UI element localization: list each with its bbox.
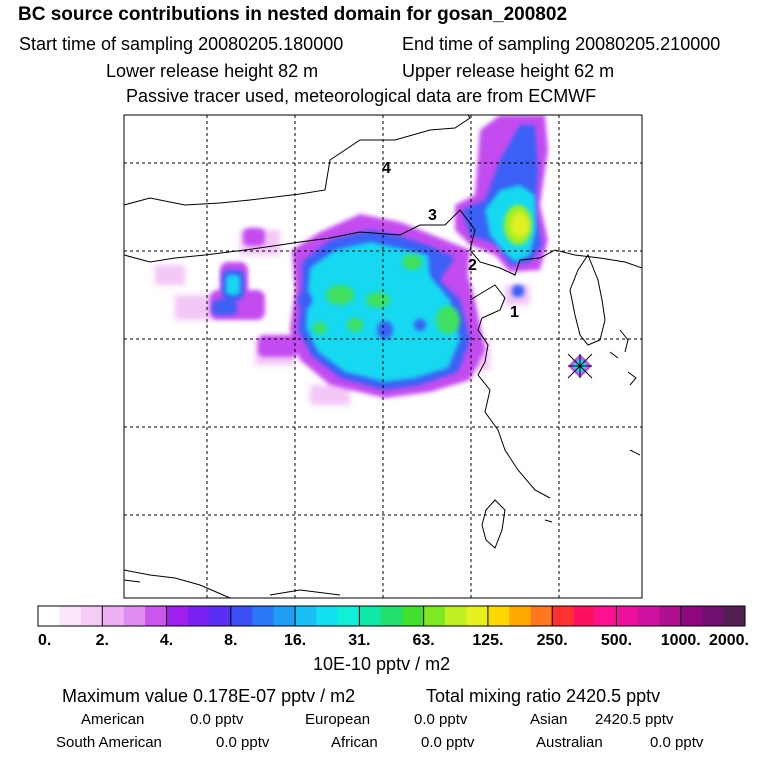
colorbar-swatch xyxy=(166,606,189,626)
region-label-2: 2 xyxy=(468,257,477,274)
colorbar-tick-label: 500. xyxy=(601,632,632,649)
colorbar-frame xyxy=(37,605,746,627)
colorbar-swatch xyxy=(316,606,339,626)
colorbar-swatch xyxy=(723,606,746,626)
colorbar-swatch xyxy=(573,606,596,626)
lower-release-height-label: Lower release height 82 m xyxy=(106,61,319,81)
colorbar-swatch xyxy=(80,606,103,626)
colorbar-swatch xyxy=(616,606,639,626)
grid-lines xyxy=(124,115,642,598)
asian-label: Asian xyxy=(530,711,568,728)
colorbar-swatch xyxy=(423,606,446,626)
colorbar-swatch xyxy=(145,606,167,626)
colorbar-tick-label: 16. xyxy=(284,632,306,649)
colorbar-swatch xyxy=(38,606,60,626)
colorbar-swatch xyxy=(445,606,467,626)
region-label-4: 4 xyxy=(382,160,391,177)
colorbar-swatch xyxy=(402,606,424,626)
colorbar-tick-label: 1000. xyxy=(661,632,701,649)
colorbar-swatch xyxy=(59,606,82,626)
colorbar xyxy=(37,605,746,627)
colorbar-tick-label: 125. xyxy=(472,632,503,649)
colorbar-swatch xyxy=(102,606,124,626)
colorbar-swatch xyxy=(380,606,403,626)
australian-value: 0.0 pptv xyxy=(650,734,704,751)
colorbar-tick-label: 8. xyxy=(224,632,237,649)
colorbar-tick-label: 250. xyxy=(537,632,568,649)
colorbar-swatch xyxy=(466,606,489,626)
region-label-3: 3 xyxy=(428,207,437,224)
total-mixing-ratio-label: Total mixing ratio 2420.5 pptv xyxy=(426,686,661,706)
receptor-marker xyxy=(567,353,593,379)
end-time-label: End time of sampling 20080205.210000 xyxy=(402,34,721,54)
maximum-value-label: Maximum value 0.178E-07 pptv / m2 xyxy=(62,686,356,706)
upper-release-height-label: Upper release height 62 m xyxy=(402,61,615,81)
colorbar-swatch xyxy=(680,606,703,626)
coastlines xyxy=(124,115,642,598)
colorbar-tick-label: 2000. xyxy=(709,632,749,649)
colorbar-swatch xyxy=(359,606,382,626)
start-time-label: Start time of sampling 20080205.180000 xyxy=(19,34,344,54)
colorbar-swatch xyxy=(337,606,360,626)
plume-gaps xyxy=(298,292,426,339)
chart-title: BC source contributions in nested domain… xyxy=(18,4,568,25)
colorbar-swatch xyxy=(123,606,146,626)
colorbar-swatch xyxy=(187,606,210,626)
african-label: African xyxy=(331,734,378,751)
colorbar-swatch xyxy=(252,606,274,626)
south-american-label: South American xyxy=(56,734,162,751)
european-value: 0.0 pptv xyxy=(414,711,468,728)
colorbar-unit: 10E-10 pptv / m2 xyxy=(313,654,451,674)
colorbar-swatch xyxy=(209,606,232,626)
african-value: 0.0 pptv xyxy=(421,734,475,751)
region-label-1: 1 xyxy=(510,304,519,321)
colorbar-swatch xyxy=(552,606,574,626)
colorbar-swatch xyxy=(295,606,317,626)
colorbar-tick-label: 63. xyxy=(413,632,435,649)
colorbar-swatch xyxy=(659,606,682,626)
colorbar-swatch xyxy=(637,606,660,626)
plume-core xyxy=(313,205,532,334)
colorbar-swatch xyxy=(487,606,510,626)
colorbar-swatch xyxy=(595,606,617,626)
colorbar-ticks: 0. 2. 4. 8. 16. 31. 63. 125. 250. 500. 1000. 2000. xyxy=(38,632,749,649)
colorbar-swatch xyxy=(509,606,532,626)
map-content xyxy=(124,115,642,598)
south-american-value: 0.0 pptv xyxy=(216,734,270,751)
map-frame xyxy=(123,114,643,599)
colorbar-swatch xyxy=(230,606,253,626)
american-value: 0.0 pptv xyxy=(190,711,244,728)
colorbar-tick-label: 2. xyxy=(96,632,109,649)
american-label: American xyxy=(81,711,145,728)
asian-value: 2420.5 pptv xyxy=(595,711,674,728)
tracer-note: Passive tracer used, meteorological data… xyxy=(126,86,597,106)
colorbar-swatch xyxy=(530,606,553,626)
colorbar-swatch xyxy=(702,606,724,626)
australian-label: Australian xyxy=(536,734,603,751)
colorbar-tick-label: 0. xyxy=(38,632,51,649)
colorbar-tick-label: 31. xyxy=(348,632,370,649)
european-label: European xyxy=(305,711,371,728)
colorbar-tick-label: 4. xyxy=(160,632,173,649)
colorbar-swatch xyxy=(273,606,296,626)
